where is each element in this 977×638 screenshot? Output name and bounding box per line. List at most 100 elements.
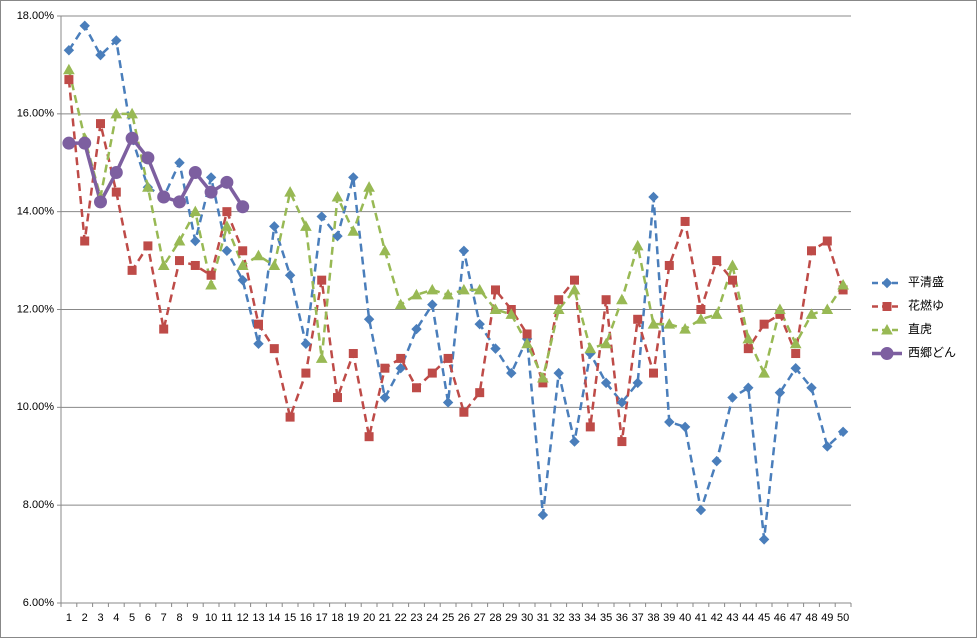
x-tick-label: 28 (489, 612, 501, 624)
data-point (331, 190, 344, 202)
data-point (127, 265, 137, 275)
x-tick-label: 9 (192, 612, 198, 624)
data-point (379, 392, 391, 403)
x-tick-label: 6 (145, 612, 151, 624)
data-point (348, 349, 358, 359)
x-tick-label: 3 (97, 612, 103, 624)
data-point (173, 234, 186, 246)
data-point (743, 344, 753, 354)
data-point (157, 259, 170, 270)
data-point (301, 368, 311, 378)
data-point (680, 216, 690, 226)
x-tick-label: 16 (300, 612, 312, 624)
data-point (568, 283, 581, 295)
data-point (663, 318, 676, 329)
x-tick-label: 24 (426, 612, 438, 624)
x-tick-label: 14 (268, 612, 280, 624)
data-point (379, 244, 391, 256)
data-point (238, 246, 248, 256)
data-point (774, 303, 786, 314)
data-point (789, 337, 802, 349)
data-point (364, 432, 374, 442)
x-tick-label: 32 (553, 612, 565, 624)
data-point (142, 181, 154, 192)
data-point (443, 353, 453, 363)
data-point (396, 353, 406, 363)
x-tick-label: 15 (284, 612, 296, 624)
data-point (759, 319, 769, 329)
data-point (553, 367, 564, 379)
x-tick-label: 2 (82, 612, 88, 624)
data-point (333, 393, 342, 403)
legend-label: 平清盛 (908, 274, 944, 289)
data-point (236, 200, 250, 214)
data-point (521, 337, 533, 349)
x-tick-label: 8 (176, 612, 182, 624)
data-point (395, 362, 406, 374)
x-tick-label: 17 (316, 612, 328, 624)
data-point (284, 186, 296, 197)
data-point (506, 367, 517, 379)
data-point (159, 324, 169, 334)
data-point (78, 136, 92, 150)
data-point (537, 509, 549, 521)
x-tick-label: 38 (647, 612, 659, 624)
data-point (601, 295, 611, 305)
data-point (126, 107, 138, 119)
x-tick-label: 23 (410, 612, 422, 624)
data-point (252, 249, 265, 261)
data-point (412, 383, 421, 393)
data-point (696, 305, 706, 314)
data-point (616, 293, 628, 305)
data-point (94, 195, 107, 209)
x-tick-label: 22 (395, 612, 407, 624)
x-tick-label: 29 (505, 612, 517, 624)
data-point (64, 75, 74, 85)
data-point (522, 329, 532, 339)
data-point (332, 230, 343, 242)
x-tick-label: 47 (790, 612, 802, 624)
data-point (317, 275, 327, 285)
data-point (649, 368, 658, 378)
data-point (190, 260, 200, 270)
data-point (774, 387, 786, 398)
data-point (491, 285, 500, 295)
y-tick-label: 16.00% (17, 108, 55, 120)
legend-item: 花燃ゆ (872, 298, 944, 313)
data-point (253, 338, 264, 349)
data-point (600, 337, 612, 349)
x-tick-label: 20 (363, 612, 375, 624)
data-point (143, 241, 153, 251)
data-point (221, 220, 233, 231)
data-point (394, 298, 407, 310)
x-tick-label: 19 (347, 612, 359, 624)
legend-label: 直虎 (908, 322, 932, 336)
x-tick-label: 48 (805, 612, 817, 624)
data-point (458, 245, 470, 257)
data-point (617, 437, 627, 447)
data-point (125, 131, 139, 145)
legend-item: 直虎 (872, 322, 932, 336)
series-line (67, 79, 845, 442)
x-tick-label: 31 (537, 612, 549, 624)
data-point (205, 279, 217, 290)
x-tick-label: 37 (632, 612, 644, 624)
data-point (221, 245, 233, 257)
data-point (664, 260, 674, 270)
x-tick-label: 26 (458, 612, 470, 624)
data-point (742, 332, 755, 344)
data-point (712, 256, 722, 266)
data-point (805, 308, 818, 319)
data-point (569, 436, 580, 447)
data-point (790, 362, 801, 374)
legend-marker (881, 323, 893, 335)
data-point (475, 388, 485, 398)
data-point (537, 371, 549, 383)
data-point (806, 382, 817, 393)
x-tick-label: 36 (616, 612, 628, 624)
data-point (269, 344, 279, 354)
data-point (695, 313, 707, 324)
legend-marker (881, 277, 893, 289)
legend-marker (880, 347, 894, 360)
